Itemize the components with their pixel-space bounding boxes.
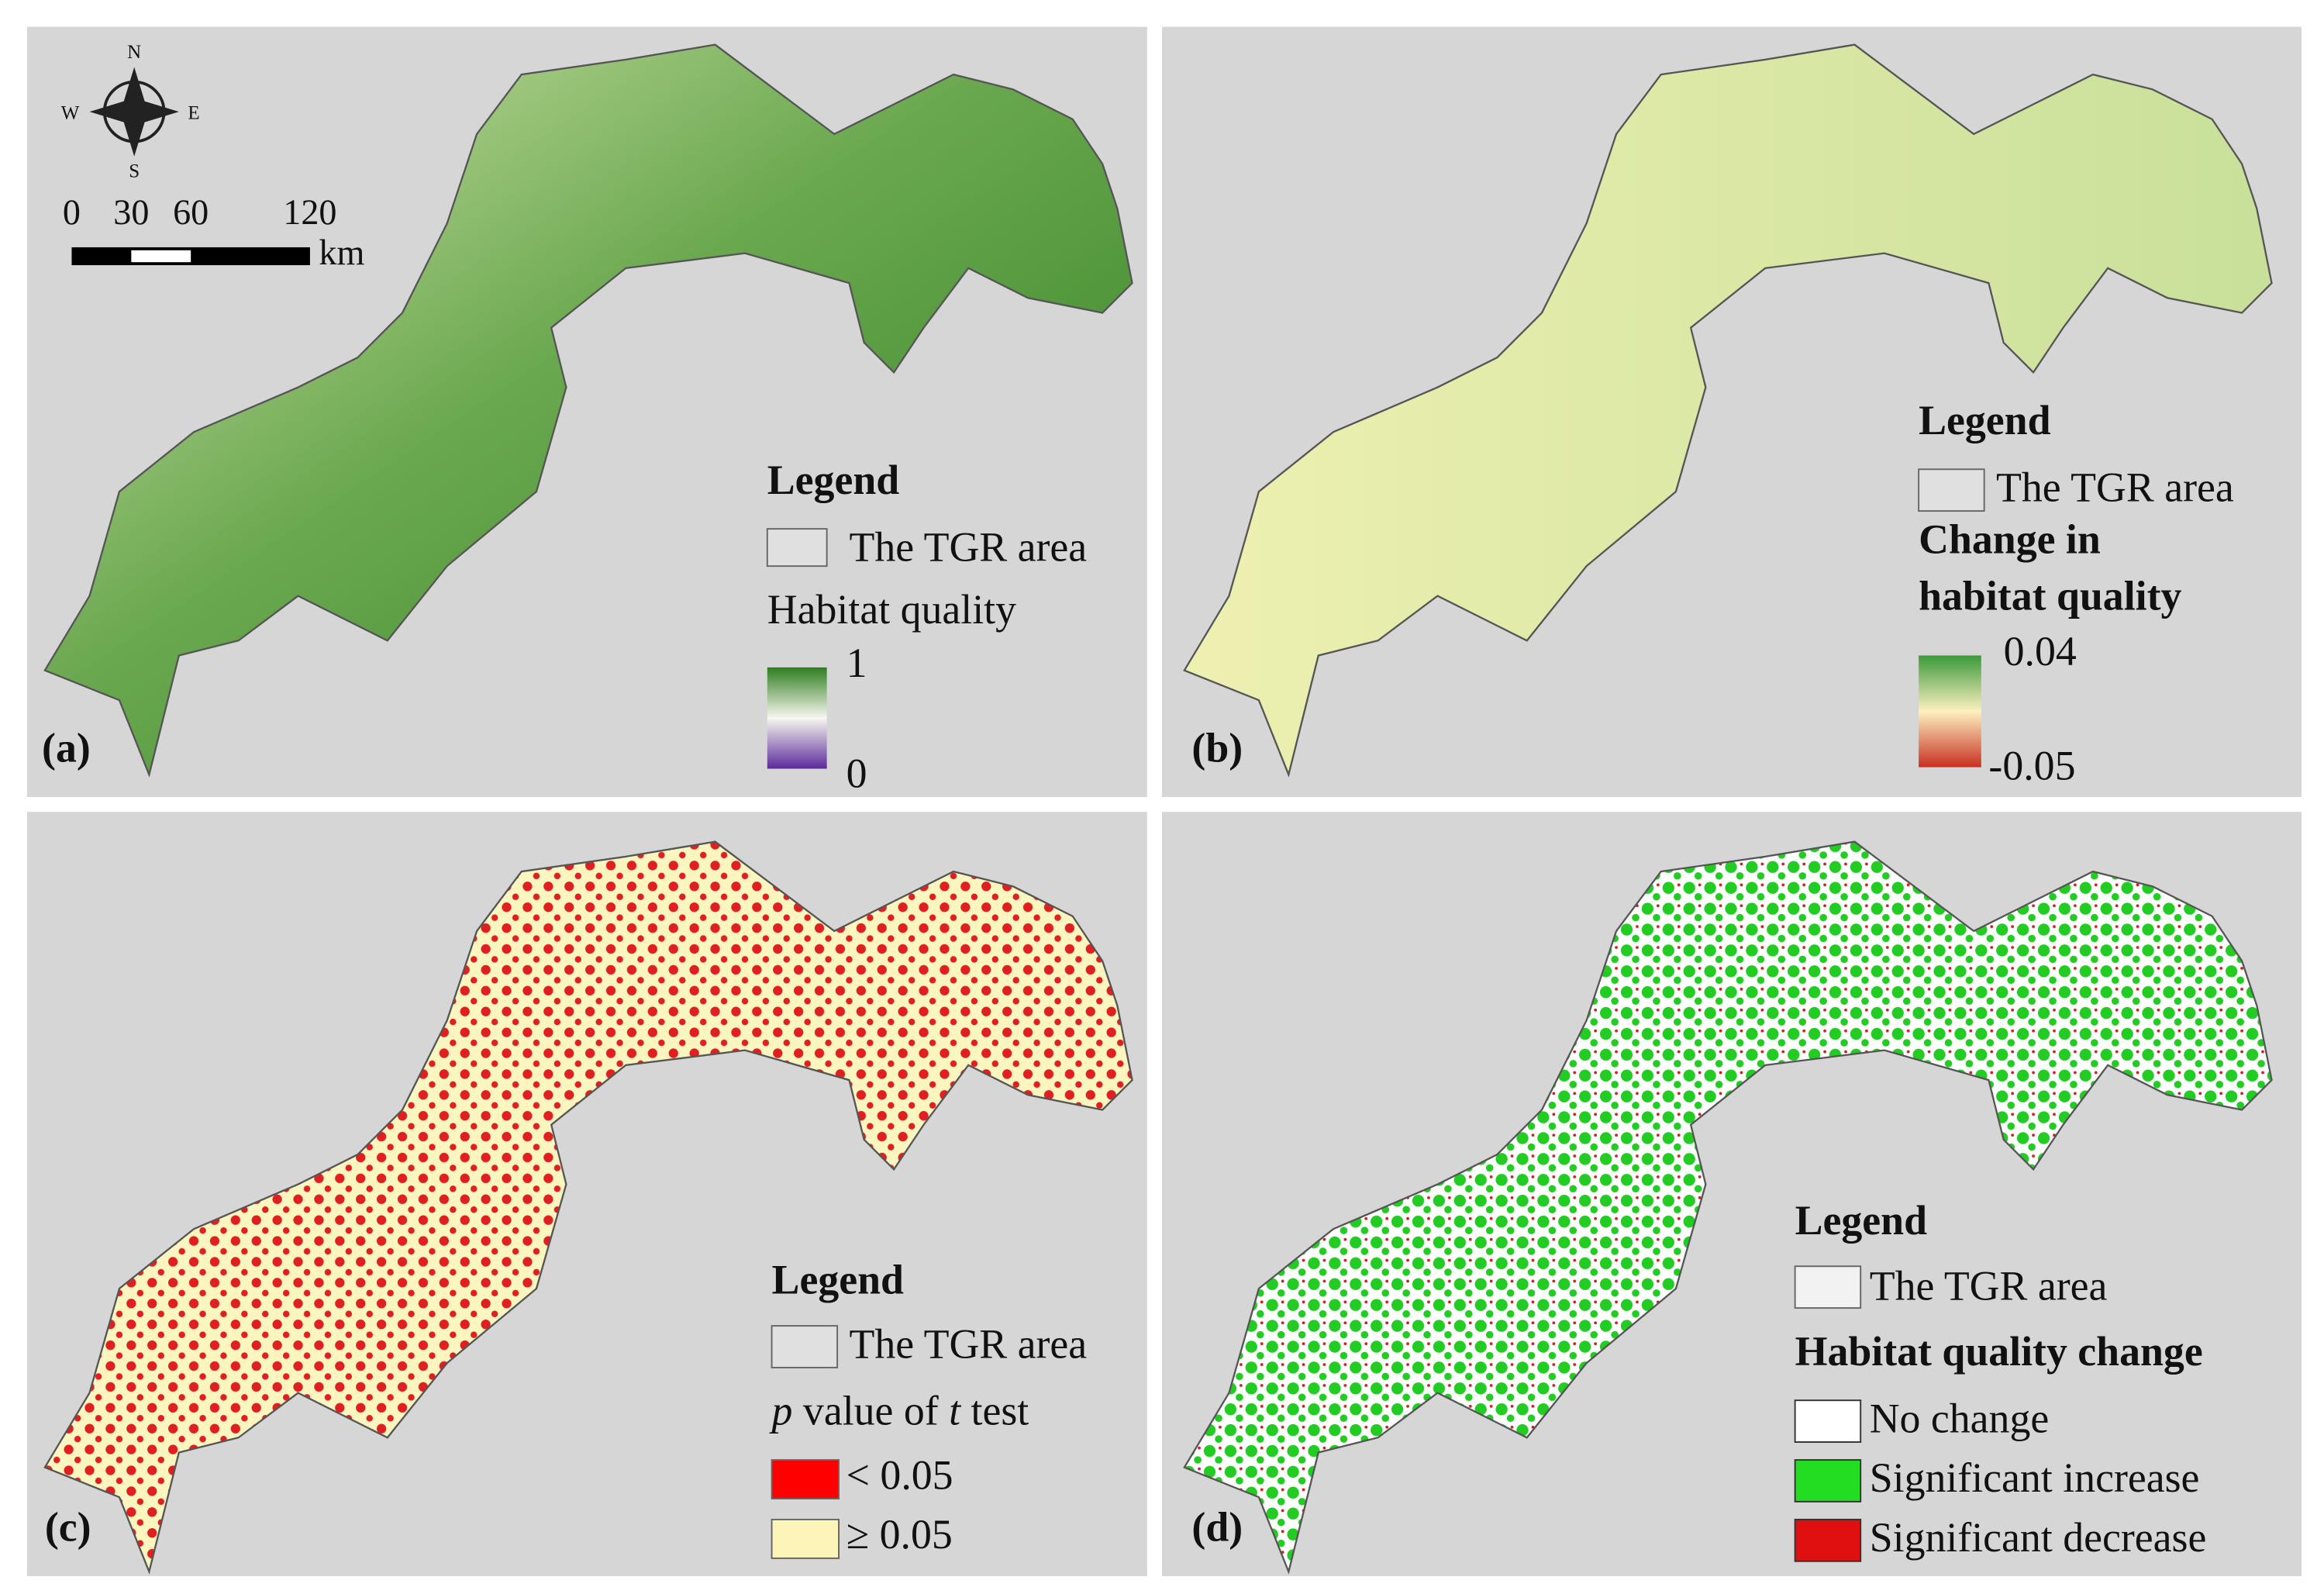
legend-a: Legend The TGR area Habitat quality 1 0 [766, 457, 1087, 796]
panel-label: (d) [1191, 1504, 1243, 1551]
panel-label: (a) [42, 725, 91, 771]
legend-b: Legend The TGR area Change in habitat qu… [1918, 397, 2234, 789]
panel-label: (c) [45, 1504, 91, 1551]
scale-tick: 30 [113, 192, 149, 232]
legend-max: 1 [847, 640, 867, 686]
legend-variable: habitat quality [1919, 573, 2181, 619]
panel-label: (b) [1191, 725, 1243, 771]
legend-class: Significant decrease [1870, 1514, 2207, 1561]
legend-title: Legend [1919, 397, 2050, 443]
scale-tick: 0 [63, 192, 81, 232]
legend-boundary: The TGR area [849, 1320, 1087, 1367]
scale-bar: 0 30 60 120 km [63, 192, 365, 272]
legend-title: Legend [1795, 1197, 1927, 1244]
legend-boundary: The TGR area [1870, 1262, 2108, 1309]
var-part: test [960, 1388, 1029, 1434]
legend-variable: Habitat quality change [1795, 1328, 2203, 1375]
compass-e: E [188, 103, 199, 124]
legend-class: Significant increase [1870, 1454, 2200, 1501]
compass-n: N [127, 42, 141, 63]
legend-max: 0.04 [2004, 628, 2077, 675]
legend-min: 0 [847, 750, 867, 796]
var-part: value of [792, 1388, 949, 1434]
legend-variable: Change in [1919, 516, 2101, 563]
legend-min: -0.05 [1988, 743, 2075, 789]
scale-tick: 60 [173, 192, 209, 232]
legend-title: Legend [767, 457, 899, 503]
var-part: p [769, 1388, 793, 1434]
legend-class: No change [1870, 1395, 2050, 1441]
scale-unit: km [319, 233, 364, 272]
legend-boundary: The TGR area [849, 523, 1087, 570]
compass-s: S [129, 161, 140, 182]
legend-variable: p value of t test [769, 1388, 1029, 1434]
legend-class: < 0.05 [847, 1451, 953, 1498]
legend-boundary: The TGR area [1996, 464, 2234, 510]
scale-tick: 120 [283, 192, 336, 232]
compass-w: W [61, 103, 80, 124]
legend-d: Legend The TGR area Habitat quality chan… [1794, 1197, 2207, 1562]
compass: N S E W [61, 42, 200, 182]
legend-variable: Habitat quality [767, 586, 1016, 633]
var-part: t [949, 1388, 962, 1434]
legend-title: Legend [772, 1257, 904, 1303]
legend-class: ≥ 0.05 [847, 1511, 953, 1558]
legend-c: Legend The TGR area p value of t test < … [769, 1257, 1087, 1559]
